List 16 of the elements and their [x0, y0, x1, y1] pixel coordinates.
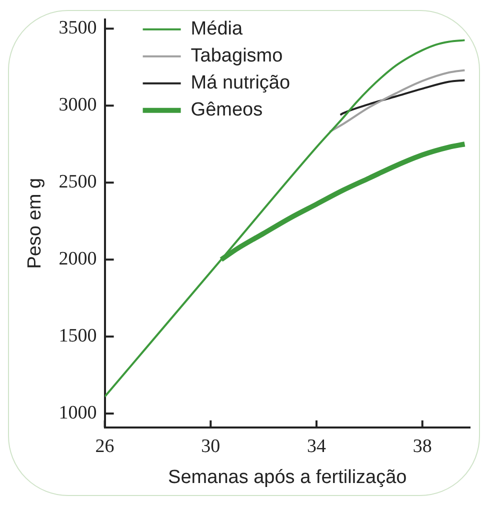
- legend-label: Gêmeos: [190, 100, 263, 121]
- y-axis-title: Peso em g: [24, 178, 46, 269]
- y-tick-label: 3500: [58, 18, 97, 39]
- y-tick-label: 2000: [58, 248, 97, 270]
- y-tick-label: 1500: [58, 326, 97, 347]
- x-tick-label: 38: [412, 436, 432, 457]
- x-tick-label: 30: [201, 436, 220, 457]
- x-axis-title: Semanas após a fertilização: [168, 466, 407, 488]
- legend-label: Tabagismo: [190, 46, 283, 67]
- x-tick-label: 34: [307, 436, 327, 457]
- y-tick-label: 2500: [58, 172, 97, 193]
- legend-label: Má nutrição: [190, 72, 290, 94]
- y-tick-label: 1000: [58, 402, 97, 424]
- x-tick-label: 26: [95, 436, 114, 457]
- y-tick-label: 3000: [58, 94, 97, 116]
- legend-label: Média: [190, 18, 243, 40]
